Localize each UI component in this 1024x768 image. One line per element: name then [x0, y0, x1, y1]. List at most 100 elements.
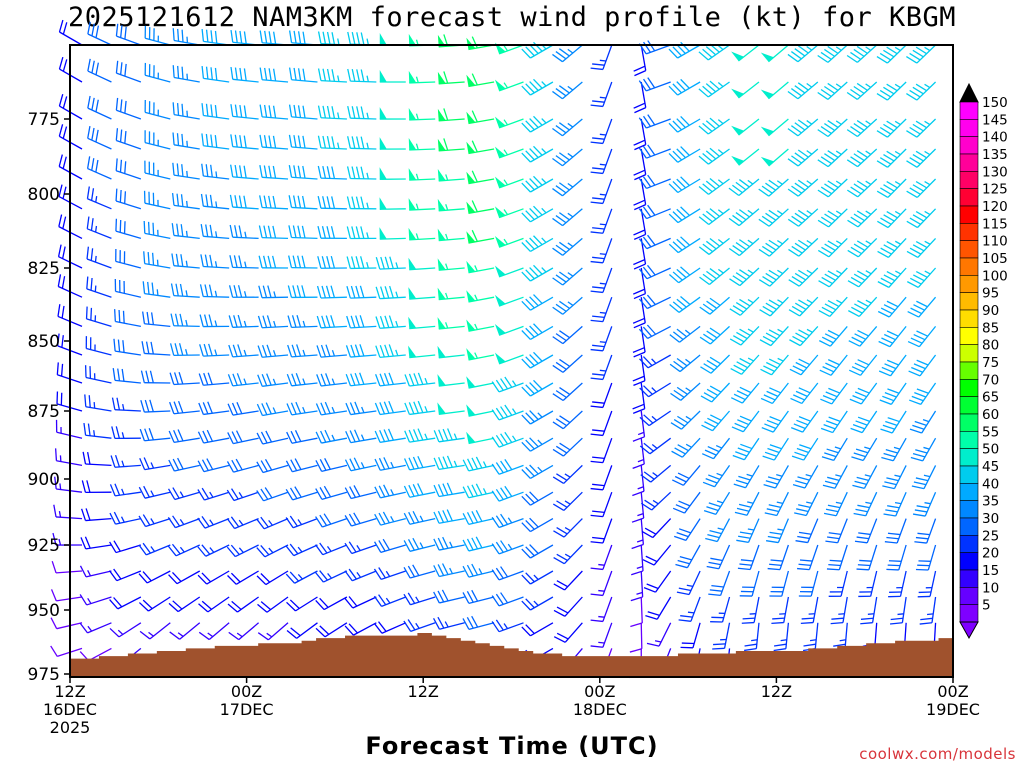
wind-barb — [630, 596, 643, 628]
colorbar-swatch — [959, 465, 979, 484]
wind-barb — [731, 118, 760, 136]
wind-barb — [198, 372, 230, 386]
wind-barb — [764, 491, 789, 517]
wind-barb — [115, 188, 142, 210]
wind-barb — [792, 465, 819, 489]
wind-barb — [758, 178, 789, 197]
wind-barb — [848, 325, 878, 347]
wind-barb — [638, 324, 671, 339]
wind-barb — [316, 315, 347, 329]
wind-barb — [374, 400, 406, 416]
colorbar-swatch — [959, 171, 979, 189]
wind-barb — [466, 73, 495, 88]
colorbar-swatch — [959, 500, 979, 519]
x-tick-label: 00Z — [937, 682, 968, 701]
wind-barb — [286, 373, 318, 387]
wind-barb — [823, 491, 848, 517]
wind-barb — [552, 267, 583, 286]
wind-barb — [169, 371, 200, 386]
y-tick-label: 775 — [28, 110, 60, 130]
colorbar-label: 40 — [982, 476, 999, 492]
wind-barb — [257, 315, 289, 329]
wind-barb — [172, 132, 200, 150]
wind-barb — [669, 325, 701, 343]
wind-barb — [639, 354, 671, 369]
wind-barb — [553, 570, 583, 591]
wind-barb — [347, 31, 377, 46]
wind-barb — [732, 437, 760, 461]
wind-barb — [633, 44, 647, 77]
wind-barb — [227, 373, 259, 387]
wind-barb — [906, 267, 937, 288]
wind-barb — [374, 457, 406, 471]
wind-barb — [462, 483, 495, 499]
wind-barb — [876, 44, 907, 64]
wind-barb — [375, 315, 406, 329]
colorbar-label: 15 — [982, 563, 999, 579]
wind-barb — [552, 410, 583, 430]
wind-barb — [668, 115, 701, 133]
wind-barb — [171, 192, 200, 210]
wind-barb — [521, 410, 554, 425]
wind-barb — [494, 265, 524, 278]
wind-barb — [877, 237, 907, 258]
colorbar-label: 90 — [982, 303, 999, 319]
wind-barb — [876, 81, 907, 101]
wind-barb — [847, 208, 878, 228]
wind-barb — [822, 465, 848, 489]
wind-barb — [462, 456, 495, 472]
wind-barb — [906, 44, 937, 64]
wind-barb — [820, 410, 848, 434]
colorbar-swatch — [959, 517, 979, 536]
wind-barb — [142, 281, 171, 298]
wind-barb — [876, 178, 907, 199]
wind-barb — [670, 410, 701, 430]
wind-barb — [80, 536, 112, 550]
x-tick-label: 17DEC — [220, 700, 274, 719]
wind-barb — [111, 426, 141, 440]
wind-barb — [847, 267, 878, 288]
wind-barb — [906, 148, 937, 168]
colorbar-label: 95 — [982, 286, 999, 302]
wind-barb — [729, 296, 760, 316]
wind-barb — [760, 44, 789, 63]
wind-barb — [53, 504, 83, 520]
wind-barb — [258, 255, 289, 269]
wind-barb — [766, 518, 789, 544]
wind-barb — [633, 81, 647, 114]
wind-barb — [433, 509, 465, 524]
wind-barb — [81, 480, 112, 494]
wind-barb — [317, 135, 347, 150]
wind-barb — [630, 570, 644, 602]
wind-barb — [201, 103, 230, 120]
wind-barb — [437, 258, 465, 271]
wind-barb — [629, 622, 643, 653]
wind-barb — [143, 190, 171, 210]
wind-barb — [698, 237, 730, 255]
wind-barb — [344, 512, 377, 527]
wind-barb — [638, 234, 671, 250]
x-tick-label: 16DEC — [43, 700, 97, 719]
wind-barb — [466, 200, 495, 215]
wind-barb — [109, 511, 142, 525]
colorbar-swatch — [959, 604, 979, 623]
y-tick-label: 800 — [28, 185, 60, 205]
wind-barb — [226, 458, 259, 473]
wind-barb — [675, 544, 701, 569]
wind-barb — [228, 285, 259, 298]
wind-barb — [729, 325, 760, 346]
wind-barb — [373, 538, 406, 554]
wind-barb — [462, 589, 495, 604]
y-tick-label: 900 — [28, 470, 60, 490]
wind-barb — [316, 285, 347, 299]
wind-barb — [317, 195, 347, 210]
wind-barb — [201, 66, 230, 83]
wind-barb — [794, 491, 819, 517]
wind-barb — [906, 118, 937, 138]
wind-barb — [58, 19, 83, 46]
wind-barb — [701, 437, 731, 460]
wind-barb — [51, 560, 83, 574]
plot-frame — [69, 44, 954, 678]
wind-barb — [909, 382, 937, 406]
wind-barb — [344, 622, 377, 636]
